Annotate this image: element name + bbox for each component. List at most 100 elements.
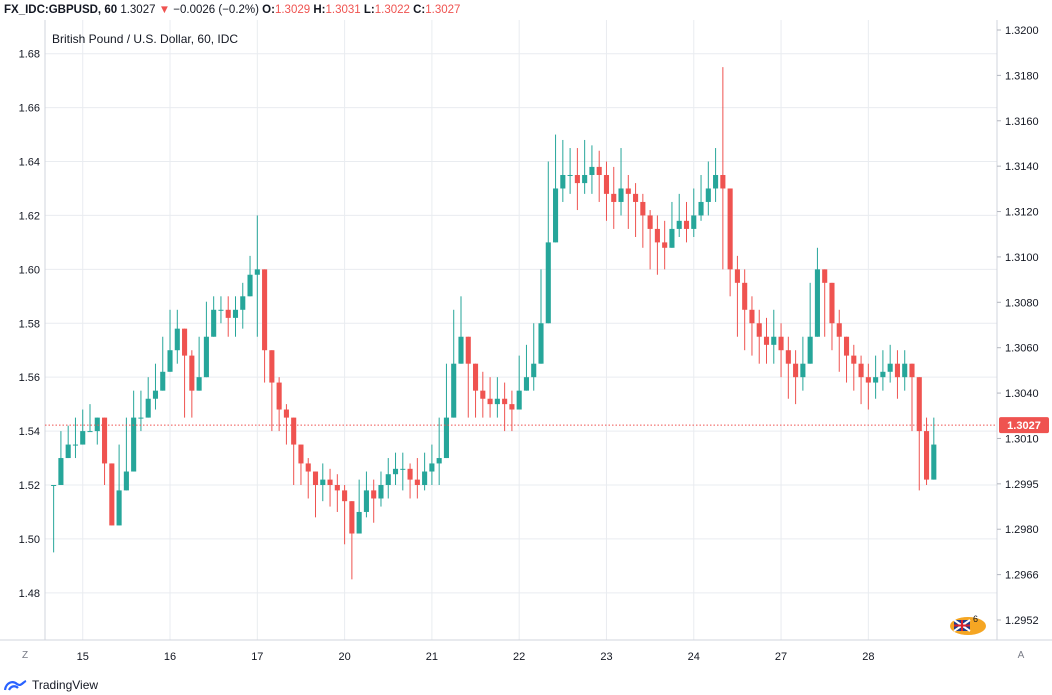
last-price: 1.3027 <box>120 4 156 16</box>
candle <box>822 269 828 337</box>
tradingview-logo-icon[interactable] <box>4 678 28 692</box>
candle-body <box>720 175 726 189</box>
candle-body <box>545 242 551 324</box>
candle-body <box>807 336 813 364</box>
candle-body <box>327 479 333 485</box>
brand-name[interactable]: TradingView <box>32 678 99 692</box>
candle-body <box>713 175 719 189</box>
candle <box>800 336 806 391</box>
candle <box>727 188 733 297</box>
candle <box>523 344 530 391</box>
candle <box>138 390 144 432</box>
candle <box>436 417 442 485</box>
candle-body <box>218 309 224 311</box>
candle-body <box>800 363 806 378</box>
candle <box>305 458 311 499</box>
candle <box>363 471 369 518</box>
candle-body <box>785 350 791 364</box>
candle <box>429 444 435 485</box>
candle <box>327 468 333 507</box>
triangle-down-icon: ▼ <box>158 4 171 16</box>
candle <box>196 336 202 391</box>
candle-body <box>902 363 908 378</box>
right-tick-label: 1.2952 <box>1005 615 1039 627</box>
candle <box>902 350 908 391</box>
candle <box>94 417 100 445</box>
candle-body <box>356 511 362 534</box>
candle-body <box>414 479 420 485</box>
candle <box>909 363 915 432</box>
candle <box>574 148 580 211</box>
candle-body <box>429 463 435 472</box>
candle <box>480 371 486 418</box>
candle-body <box>858 363 864 378</box>
candle-body <box>80 431 86 445</box>
candle <box>487 377 493 418</box>
candle-body <box>262 269 268 351</box>
symbol-name[interactable]: FX_IDC:GBPUSD, 60 <box>4 4 118 16</box>
candle <box>203 301 209 378</box>
candle <box>465 336 471 418</box>
candle <box>262 269 268 383</box>
left-tick-label: 1.62 <box>19 210 40 222</box>
candle-body <box>502 398 508 405</box>
time-axis: 15 16 17 20 21 22 23 24 27 28 <box>77 651 875 663</box>
candle <box>152 363 159 410</box>
candle-body <box>458 336 464 364</box>
candle-body <box>669 228 675 248</box>
candle-body <box>451 363 457 418</box>
candle <box>669 201 675 248</box>
open-value: 1.3029 <box>274 4 311 16</box>
auto-scale-button[interactable]: A <box>1011 646 1031 662</box>
candlestick-chart[interactable]: 1.68 1.66 1.64 1.62 1.60 1.58 1.56 1.54 1.52 1.50… <box>0 0 1052 676</box>
candle-body <box>422 471 428 485</box>
candle-body <box>756 323 762 337</box>
candle-body <box>516 390 522 410</box>
x-tick-label: 21 <box>426 651 438 663</box>
candle <box>371 479 377 523</box>
left-tick-label: 1.60 <box>19 264 40 276</box>
x-tick-label: 16 <box>164 651 176 663</box>
flag-badge[interactable]: 6 <box>950 614 986 635</box>
candle <box>458 296 464 364</box>
candle-body <box>880 371 886 378</box>
x-tick-label: 15 <box>77 651 89 663</box>
right-tick-label: 1.3040 <box>1005 388 1039 400</box>
candle-body <box>647 215 653 229</box>
candle <box>771 309 777 364</box>
candle <box>734 255 740 337</box>
left-tick-label: 1.66 <box>19 103 40 115</box>
candle <box>349 501 355 580</box>
right-tick-label: 1.2980 <box>1005 524 1039 536</box>
candle <box>865 363 871 410</box>
candle-body <box>814 269 820 337</box>
left-axis: 1.68 1.66 1.64 1.62 1.60 1.58 1.56 1.54 1.52 1.50… <box>19 49 40 600</box>
auto-label: A <box>1018 650 1025 661</box>
candle-body <box>763 336 770 345</box>
candle <box>691 188 697 237</box>
zoom-button[interactable]: Z <box>15 646 35 662</box>
candle-body <box>596 166 602 175</box>
candle-body <box>298 444 304 464</box>
candle <box>720 67 726 270</box>
candle <box>247 255 253 297</box>
candle <box>516 355 522 410</box>
candle-body <box>174 328 180 351</box>
candle <box>923 417 930 485</box>
left-tick-label: 1.50 <box>19 534 40 546</box>
low-value: 1.3022 <box>374 4 410 16</box>
candle <box>640 193 646 248</box>
candle <box>232 296 239 337</box>
candle-body <box>691 215 697 229</box>
candle <box>618 148 624 216</box>
candle <box>829 282 835 351</box>
candle-body <box>182 328 188 356</box>
candle <box>254 215 260 337</box>
candle <box>102 417 108 485</box>
left-tick-label: 1.58 <box>19 318 40 330</box>
candle <box>342 485 348 545</box>
candle-body <box>94 417 100 432</box>
x-tick-label: 27 <box>775 651 787 663</box>
candle-body <box>378 485 384 499</box>
right-tick-label: 1.3180 <box>1005 70 1039 82</box>
